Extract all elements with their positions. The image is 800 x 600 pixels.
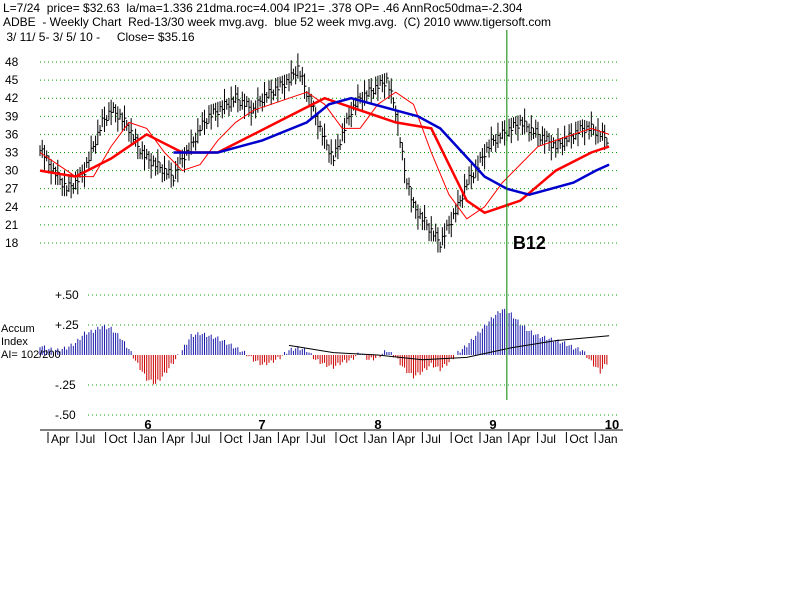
price-tick-label: 18 (5, 236, 19, 250)
y-axis-labels: 18 21 24 27 30 33 36 39 42 45 48 +.50 +.25 -.25 -.50 (5, 55, 79, 422)
ai-tick-label: +.25 (55, 318, 79, 332)
month-label: Jan (483, 432, 502, 446)
month-label: Apr (281, 432, 300, 446)
price-tick-label: 36 (5, 127, 19, 141)
month-label: Jan (137, 432, 156, 446)
price-tick-label: 33 (5, 146, 19, 160)
price-tick-label: 39 (5, 109, 19, 123)
month-label: Apr (166, 432, 185, 446)
month-label: Oct (454, 432, 473, 446)
ma-line-red-13 (39, 91, 610, 220)
year-label: 10 (605, 417, 619, 432)
month-label: Jan (368, 432, 387, 446)
month-label: Apr (512, 432, 531, 446)
month-label: Jan (598, 432, 617, 446)
month-label: Jul (310, 432, 325, 446)
year-label: 6 (144, 417, 151, 432)
signal-label-b12: B12 (513, 233, 546, 253)
ai-moving-average (288, 335, 610, 361)
ai-label: AI= 102/200 (1, 349, 61, 361)
ma-line-blue-52 (173, 96, 610, 196)
header-date-line: 3/ 11/ 5- 3/ 5/ 10 - Close= $35.16 (3, 30, 195, 44)
month-label: Oct (109, 432, 128, 446)
price-tick-label: 27 (5, 182, 19, 196)
price-tick-label: 30 (5, 164, 19, 178)
price-tick-label: 45 (5, 73, 19, 87)
ai-tick-label: -.25 (55, 378, 76, 392)
month-label: Jan (253, 432, 272, 446)
month-label: Jul (425, 432, 440, 446)
header-stats-line: L=7/24 price= $32.63 la/ma=1.336 21dma.r… (3, 1, 523, 15)
index-label: Index (1, 336, 28, 348)
price-tick-label: 48 (5, 55, 19, 69)
price-tick-label: 21 (5, 218, 19, 232)
accum-index-bars (39, 308, 610, 385)
accum-label: Accum (1, 323, 35, 335)
x-axis: 6 7 8 9 10 Apr Jul Oct Jan Apr Jul Oct Jan Apr Jul Oct J… (40, 417, 623, 446)
grid-layer (40, 61, 618, 416)
year-label: 7 (258, 417, 265, 432)
month-label: Oct (569, 432, 588, 446)
header-title-line: ADBE - Weekly Chart Red-13/30 week mvg.a… (3, 15, 552, 29)
ai-tick-label: -.50 (55, 408, 76, 422)
month-label: Jul (541, 432, 556, 446)
month-label: Apr (51, 432, 70, 446)
price-tick-label: 42 (5, 91, 19, 105)
ma-line-red-30 (39, 96, 610, 215)
month-label: Jul (80, 432, 95, 446)
month-label: Oct (224, 432, 243, 446)
month-label: Jul (195, 432, 210, 446)
month-label: Apr (397, 432, 416, 446)
year-label: 9 (489, 417, 496, 432)
price-tick-label: 24 (5, 200, 19, 214)
month-label: Oct (339, 432, 358, 446)
moving-averages (39, 91, 610, 220)
price-bars (39, 53, 609, 253)
year-label: 8 (374, 417, 381, 432)
ai-tick-label: +.50 (55, 288, 79, 302)
